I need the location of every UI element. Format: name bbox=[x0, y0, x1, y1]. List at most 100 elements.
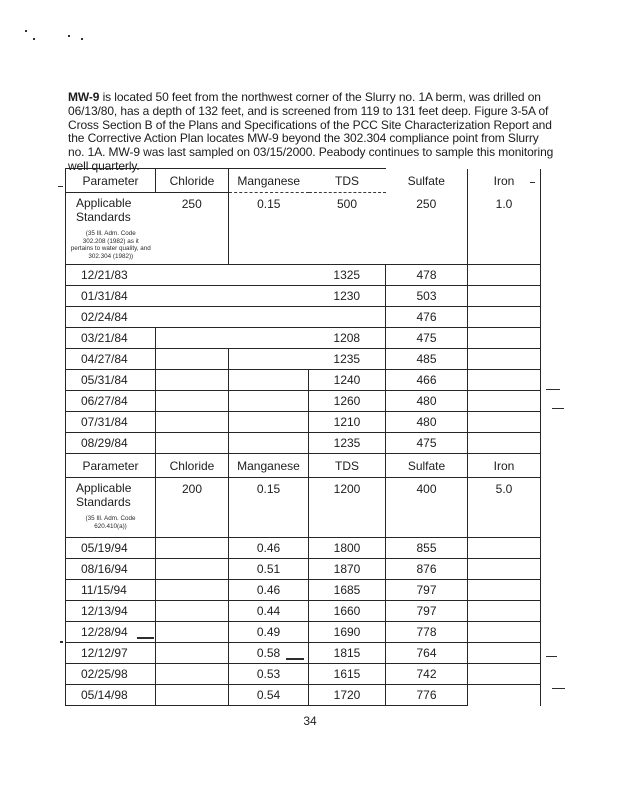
value-cell bbox=[467, 432, 541, 454]
value-cell bbox=[155, 600, 229, 622]
value-cell: 1230 bbox=[308, 285, 386, 307]
value-cell bbox=[155, 684, 229, 706]
value-cell: 1208 bbox=[308, 327, 386, 349]
value-cell: 466 bbox=[385, 369, 468, 391]
value-cell bbox=[228, 348, 309, 370]
value-cell bbox=[467, 411, 541, 433]
value-cell bbox=[228, 285, 309, 307]
value-cell bbox=[467, 642, 541, 664]
value-cell: 0.44 bbox=[228, 600, 309, 622]
value-cell bbox=[155, 411, 229, 433]
value-cell bbox=[467, 390, 541, 412]
date-cell: 06/27/84 bbox=[65, 390, 156, 412]
value-cell bbox=[467, 558, 541, 580]
standard-value-cell: 1200 bbox=[308, 477, 386, 538]
value-cell: 0.46 bbox=[228, 537, 309, 559]
column-header: Parameter bbox=[65, 453, 156, 478]
date-cell: 07/31/84 bbox=[65, 411, 156, 433]
standards-citation: (35 Ill. Adm. Code 302.208 (1982) as it pe… bbox=[70, 230, 151, 260]
scan-noise-dash bbox=[552, 408, 564, 409]
value-cell bbox=[155, 306, 229, 328]
standard-value-cell: 250 bbox=[385, 192, 468, 265]
value-cell: 1325 bbox=[308, 264, 386, 286]
value-cell bbox=[467, 663, 541, 685]
date-cell: 12/13/94 bbox=[65, 600, 156, 622]
value-cell: 476 bbox=[385, 306, 468, 328]
intro-text: is located 50 feet from the northwest co… bbox=[68, 90, 554, 173]
water-quality-table: Parameter Chloride Manganese TDS Sulfate Iron… bbox=[65, 168, 541, 706]
value-cell bbox=[467, 600, 541, 622]
value-cell bbox=[228, 432, 309, 454]
standard-value-cell: 0.15 bbox=[228, 192, 309, 265]
value-cell: 1815 bbox=[308, 642, 386, 664]
date-cell: 05/14/98 bbox=[65, 684, 156, 706]
applicable-standards-label: Applicable Standards bbox=[76, 481, 132, 509]
value-cell: 778 bbox=[385, 621, 468, 643]
value-cell bbox=[228, 327, 309, 349]
value-cell: 797 bbox=[385, 600, 468, 622]
value-cell bbox=[228, 411, 309, 433]
value-cell: 475 bbox=[385, 432, 468, 454]
value-cell bbox=[155, 369, 229, 391]
well-id: MW-9 bbox=[68, 90, 100, 104]
standard-value-cell: 250 bbox=[155, 192, 229, 265]
scan-noise-dot bbox=[81, 38, 83, 40]
value-cell: 1235 bbox=[308, 348, 386, 370]
applicable-standards-cell: Applicable Standards (35 Ill. Adm. Code 302… bbox=[65, 192, 156, 265]
value-cell: 1660 bbox=[308, 600, 386, 622]
standard-value-cell: 500 bbox=[308, 192, 386, 265]
value-cell bbox=[155, 579, 229, 601]
scan-noise-dot bbox=[68, 35, 70, 37]
value-cell: 0.53 bbox=[228, 663, 309, 685]
value-cell bbox=[155, 558, 229, 580]
standard-value-cell: 200 bbox=[155, 477, 229, 538]
date-cell: 05/19/94 bbox=[65, 537, 156, 559]
standard-value-cell: 400 bbox=[385, 477, 468, 538]
value-cell bbox=[228, 390, 309, 412]
value-cell bbox=[467, 327, 541, 349]
date-cell: 12/21/83 bbox=[65, 264, 156, 286]
standard-value-cell: 1.0 bbox=[467, 192, 541, 265]
value-cell bbox=[155, 264, 229, 286]
value-cell: 742 bbox=[385, 663, 468, 685]
intro-paragraph: MW-9 is located 50 feet from the northwe… bbox=[68, 90, 557, 174]
value-cell bbox=[155, 285, 229, 307]
value-cell: 485 bbox=[385, 348, 468, 370]
value-cell bbox=[467, 537, 541, 559]
column-header: Manganese bbox=[228, 453, 309, 478]
standard-value-cell: 5.0 bbox=[467, 477, 541, 538]
value-cell: 876 bbox=[385, 558, 468, 580]
value-cell: 0.49 bbox=[228, 621, 309, 643]
value-cell bbox=[467, 369, 541, 391]
column-header: TDS bbox=[308, 168, 386, 193]
value-cell bbox=[467, 621, 541, 643]
value-cell: 1870 bbox=[308, 558, 386, 580]
scan-noise-dash bbox=[546, 656, 557, 657]
page-number: 34 bbox=[303, 714, 317, 728]
value-cell bbox=[155, 663, 229, 685]
date-cell: 05/31/84 bbox=[65, 369, 156, 391]
value-cell: 478 bbox=[385, 264, 468, 286]
value-cell: 797 bbox=[385, 579, 468, 601]
date-cell: 02/25/98 bbox=[65, 663, 156, 685]
date-cell: 04/27/84 bbox=[65, 348, 156, 370]
value-cell bbox=[467, 264, 541, 286]
value-cell: 475 bbox=[385, 327, 468, 349]
value-cell bbox=[155, 621, 229, 643]
date-cell: 12/28/94 bbox=[65, 621, 156, 643]
column-header: Parameter bbox=[65, 168, 156, 193]
scan-noise-dash bbox=[552, 688, 565, 689]
value-cell: 1690 bbox=[308, 621, 386, 643]
value-cell bbox=[228, 264, 309, 286]
column-header: TDS bbox=[308, 453, 386, 478]
value-cell bbox=[467, 306, 541, 328]
column-header: Manganese bbox=[228, 168, 309, 193]
value-cell: 776 bbox=[385, 684, 468, 706]
value-cell bbox=[155, 537, 229, 559]
value-cell: 1615 bbox=[308, 663, 386, 685]
value-cell bbox=[467, 348, 541, 370]
value-cell bbox=[155, 390, 229, 412]
standards-citation: (35 Ill. Adm. Code 620.410(a)) bbox=[85, 515, 136, 530]
value-cell: 0.46 bbox=[228, 579, 309, 601]
value-cell bbox=[467, 285, 541, 307]
